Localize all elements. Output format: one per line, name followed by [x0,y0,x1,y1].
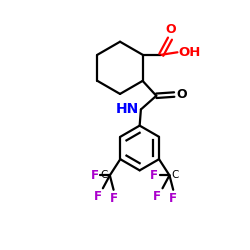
Text: F: F [94,190,102,202]
Text: O: O [176,88,187,101]
Text: C: C [171,170,179,180]
Text: F: F [153,190,161,202]
Text: F: F [169,192,177,205]
Text: OH: OH [179,46,201,59]
Text: F: F [110,192,118,205]
Text: C: C [101,170,108,180]
Text: O: O [165,23,176,36]
Text: HN: HN [116,102,139,117]
Text: F: F [150,169,158,182]
Text: F: F [91,169,99,182]
